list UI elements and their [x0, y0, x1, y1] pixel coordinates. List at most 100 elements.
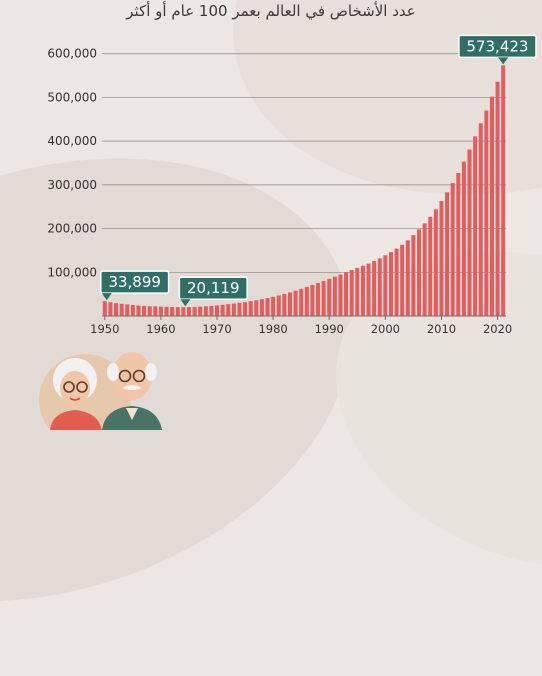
callout-box [100, 270, 170, 294]
bar [310, 284, 315, 316]
callout-pointer [180, 299, 191, 307]
bar [271, 296, 276, 316]
x-tick-label: 1960 [146, 322, 175, 336]
value-callout: 20,119 [178, 276, 248, 307]
bar [433, 209, 438, 316]
data-label: 573,423 [466, 37, 528, 55]
callout-pointer [498, 57, 509, 65]
bar [316, 282, 321, 316]
bar [237, 302, 242, 316]
bar [461, 161, 466, 316]
bar [203, 306, 208, 316]
bar [501, 65, 506, 316]
bar [372, 260, 377, 316]
bar [484, 110, 489, 316]
bar [114, 303, 119, 316]
bar [355, 267, 360, 316]
x-tick-label: 1990 [315, 322, 344, 336]
y-tick-label: 400,000 [47, 134, 97, 148]
bar [473, 136, 478, 316]
bar [327, 278, 332, 316]
bar [181, 307, 186, 316]
elderly-couple-illustration [39, 352, 162, 430]
bar [321, 281, 326, 316]
bar [417, 229, 422, 316]
bar [338, 274, 343, 316]
bar [125, 304, 130, 316]
bar [276, 295, 281, 316]
bar [220, 304, 225, 316]
bar [243, 302, 248, 316]
bar [439, 201, 444, 316]
x-tick-label: 2010 [427, 322, 456, 336]
bar [456, 173, 461, 316]
bar [405, 240, 410, 316]
bar [377, 258, 382, 316]
bar [287, 292, 292, 316]
bar [304, 286, 309, 316]
bar [411, 235, 416, 316]
callout-pointer [101, 293, 112, 301]
bar [428, 216, 433, 316]
bar [142, 305, 147, 316]
bar [467, 149, 472, 316]
bar [108, 302, 113, 316]
bar [231, 303, 236, 316]
bar [130, 305, 135, 316]
x-tick-label: 2020 [483, 322, 512, 336]
bar [383, 255, 388, 316]
bar [186, 307, 191, 316]
bar [360, 265, 365, 316]
grandmother-figure [50, 358, 102, 430]
callout-box [458, 34, 537, 59]
bar [422, 223, 427, 316]
bar [215, 305, 220, 316]
grandfather-figure [102, 352, 162, 430]
x-tick-label: 1970 [202, 322, 231, 336]
bar [478, 123, 483, 316]
bar [445, 192, 450, 316]
bar [164, 306, 169, 316]
bar [265, 298, 270, 316]
bar [198, 306, 203, 316]
bar [153, 306, 158, 316]
value-callout: 573,423 [458, 34, 537, 65]
bar [226, 304, 231, 316]
bar [158, 306, 163, 316]
bar [388, 252, 393, 316]
chart-title: عدد الأشخاص في العالم بعمر 100 عام أو أك… [126, 2, 416, 20]
y-tick-label: 200,000 [47, 222, 97, 236]
y-tick-label: 100,000 [47, 265, 97, 279]
bar [248, 301, 253, 316]
bar [147, 306, 152, 316]
bar [282, 293, 287, 316]
bar [170, 306, 175, 316]
bar [366, 263, 371, 316]
bar [344, 272, 349, 316]
bar [192, 306, 197, 316]
bar [102, 301, 107, 316]
callout-box [178, 276, 248, 300]
bar [259, 299, 264, 316]
data-label: 20,119 [187, 279, 240, 297]
bar [332, 276, 337, 316]
bar [349, 270, 354, 316]
bar [394, 248, 399, 316]
x-tick-label: 2000 [371, 322, 400, 336]
data-label: 33,899 [108, 273, 161, 291]
bar [254, 300, 259, 316]
bar [489, 96, 494, 316]
y-tick-label: 500,000 [47, 90, 97, 104]
bar [175, 307, 180, 316]
x-tick-label: 1950 [90, 322, 119, 336]
bar [400, 244, 405, 316]
bar [209, 305, 214, 316]
centenarians-bar-chart: 100,000 200,000 300,000 400,000 500,000 600,0… [47, 34, 537, 336]
bar [119, 303, 124, 316]
bar [293, 290, 298, 316]
y-tick-label: 300,000 [47, 178, 97, 192]
value-callout: 33,899 [100, 270, 170, 301]
bar [495, 81, 500, 316]
bar [136, 305, 141, 316]
bar [299, 288, 304, 316]
